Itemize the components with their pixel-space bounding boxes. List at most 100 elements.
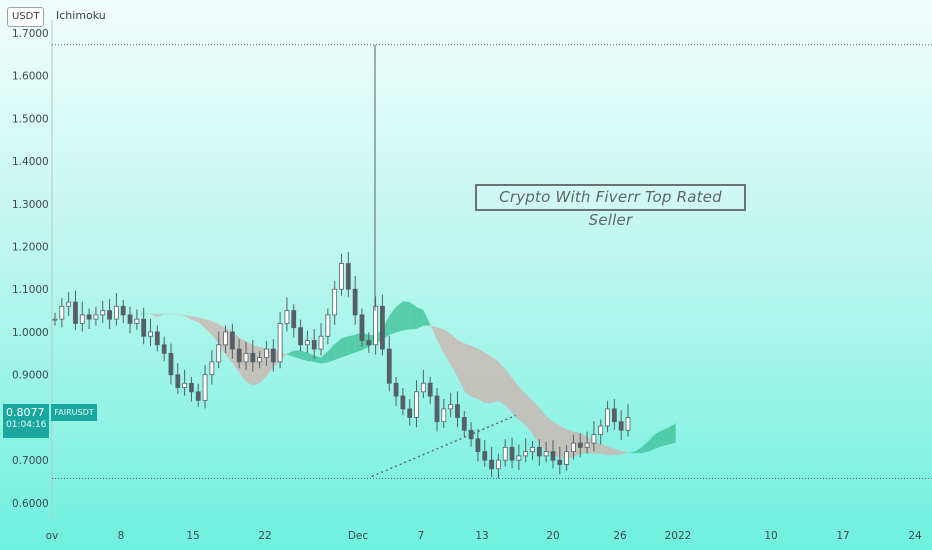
candle-body (571, 442, 576, 453)
candle-body (618, 421, 624, 431)
y-tick-label: 1.3000 (12, 199, 49, 211)
cloud-segment (655, 430, 663, 449)
y-tick-label: 0.7000 (12, 455, 49, 467)
candle-body (393, 382, 399, 397)
y-tick-label: 1.7000 (12, 28, 49, 40)
x-tick-label: 7 (418, 530, 425, 542)
candle-body (311, 340, 317, 350)
candle-body (79, 314, 85, 324)
cloud-segment (600, 444, 608, 456)
annotation-box[interactable]: Crypto With Fiverr Top Rated Seller (475, 184, 746, 229)
last-price-tag: 0.8077 01:04:16 (3, 404, 49, 438)
candle-body (605, 408, 610, 427)
cloud-segment (437, 327, 444, 354)
candle-body (257, 357, 263, 363)
candle-body (229, 331, 235, 350)
cloud-segment (512, 378, 519, 421)
cloud-segment (300, 350, 308, 362)
cloud-segment (409, 302, 417, 330)
candle-body (141, 318, 147, 337)
candle-body (209, 361, 215, 376)
candle-body (475, 438, 481, 453)
cloud-segment (491, 356, 499, 404)
candle-body (168, 352, 174, 376)
cloud-segment (396, 301, 403, 333)
candle-body (216, 344, 222, 363)
candle-body (304, 340, 310, 346)
candle-body (345, 263, 351, 290)
cloud-segment (170, 313, 178, 315)
candle-body (427, 382, 433, 397)
candle-body (250, 352, 256, 363)
candle-body (482, 451, 488, 461)
candle-body (86, 314, 92, 320)
candle-body (434, 395, 440, 423)
x-tick-label: 8 (118, 530, 125, 542)
cloud-segment (321, 351, 328, 364)
candle-body (339, 263, 344, 290)
x-tick-label: 13 (475, 530, 488, 542)
x-tick-label: 22 (258, 530, 271, 542)
cloud-segment (205, 319, 212, 335)
y-tick-label: 1.6000 (12, 71, 49, 83)
cloud-segment (443, 329, 451, 365)
cloud-segment (150, 313, 158, 318)
cloud-segment (341, 336, 349, 358)
cloud-segment (389, 307, 397, 335)
cloud-segment (593, 440, 601, 454)
candle-body (298, 327, 303, 346)
cloud-segment (546, 416, 553, 455)
candle-body (277, 323, 283, 363)
candle-body (380, 305, 385, 350)
cloud-segment (157, 313, 165, 318)
candle-body (366, 340, 372, 346)
candle-body (113, 305, 119, 320)
x-tick-label: 24 (908, 530, 922, 542)
candle-body (536, 446, 542, 457)
x-tick-label: ov (46, 530, 59, 542)
y-tick-label: 1.1000 (12, 284, 49, 296)
cloud-segment (518, 386, 526, 426)
cloud-segment (423, 309, 431, 326)
candle-body (420, 382, 426, 393)
cloud-segment (211, 321, 219, 344)
cloud-segment (130, 313, 137, 315)
candle-body (502, 446, 508, 461)
symbol-tag: FAIRUSDT (51, 404, 97, 421)
cloud-segment (552, 421, 560, 459)
candle-body (557, 459, 563, 465)
candle-body (523, 451, 529, 457)
cloud-segment (191, 316, 199, 322)
cloud-segment (416, 307, 424, 329)
trend-line (371, 414, 517, 478)
candle-body (584, 442, 590, 448)
last-price-sub: 01:04:16 (6, 420, 47, 430)
candle-body (73, 301, 78, 324)
candle-body (284, 310, 290, 324)
cloud-segment (136, 313, 144, 315)
candle-body (291, 310, 297, 329)
annotation-text: Crypto With Fiverr Top Rated Seller (499, 188, 722, 229)
indicator-label[interactable]: Ichimoku (56, 9, 106, 22)
candle-body (107, 310, 112, 320)
currency-badge[interactable]: USDT (7, 7, 45, 27)
cloud-segment (184, 314, 192, 320)
candle-body (270, 348, 276, 363)
candle-body (359, 314, 365, 341)
cloud-segment (327, 344, 335, 363)
cloud-segment (348, 334, 356, 355)
candle-body (175, 374, 181, 388)
cloud-segment (614, 448, 622, 456)
cloud-segment (471, 345, 478, 399)
candle-body (461, 417, 467, 431)
cloud-segment (286, 350, 294, 357)
cloud-segment (539, 407, 547, 452)
candle-body (325, 314, 331, 337)
cloud-segment (662, 427, 669, 447)
cloud-segment (580, 433, 588, 454)
cloud-segment (525, 393, 533, 434)
y-tick-label: 1.2000 (12, 241, 49, 253)
cloud-segment (648, 433, 656, 452)
